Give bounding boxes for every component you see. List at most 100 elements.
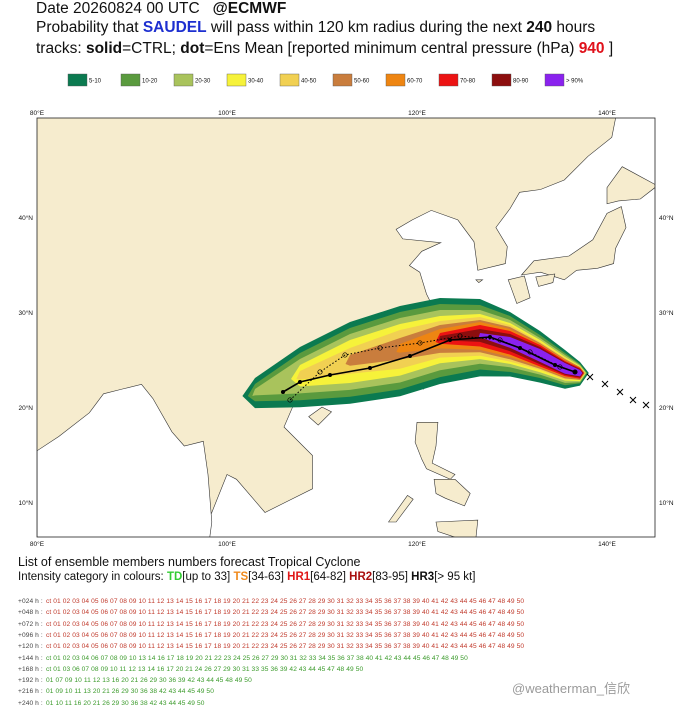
hours: 240	[526, 19, 553, 36]
member-row: +072 h : ct 01 02 03 04 05 06 07 08 09 10…	[18, 621, 524, 628]
text: [64-82]	[310, 571, 350, 583]
ensemble-point	[417, 340, 423, 346]
control-point	[448, 338, 452, 342]
source: @ECMWF	[212, 0, 287, 17]
category: HR2	[349, 571, 373, 583]
members: ct 01 03 06 07 08 09 10 11 12 13 14 16 1…	[46, 665, 364, 673]
lead-time: +024 h :	[18, 598, 43, 605]
pressure: 940	[578, 40, 605, 57]
member-row: +192 h :01 07 09 10 11 12 13 16 20 21 26…	[18, 677, 252, 684]
island	[606, 166, 655, 205]
track-cross	[601, 380, 609, 388]
member-row: +024 h : ct 01 02 03 04 05 06 07 08 09 10…	[18, 598, 524, 605]
members: 01 10 11 16 20 21 26 29 30 36 38 42 43 4…	[46, 699, 205, 707]
control-point	[408, 354, 412, 358]
category: HR3	[411, 571, 435, 583]
map-layers	[37, 118, 655, 537]
lead-time: +144 h :	[18, 654, 43, 662]
legend-swatch	[491, 73, 512, 87]
probability-band	[345, 320, 585, 380]
intensity-legend: Intensity category in colours: TD[up to …	[18, 571, 475, 583]
legend-swatch	[120, 73, 141, 87]
legend-label: 60-70	[407, 79, 423, 85]
island	[520, 206, 627, 281]
text: [> 95 kt]	[434, 571, 476, 583]
member-row: +240 h :01 10 11 16 20 21 26 29 30 36 38…	[18, 700, 205, 707]
legend-swatch	[279, 73, 300, 87]
member-row: +120 h : ct 01 02 03 04 05 06 07 08 09 10…	[18, 643, 524, 650]
control-point	[328, 373, 332, 377]
members: 01 07 09 10 11 12 13 16 20 21 26 29 30 3…	[46, 677, 252, 685]
legend-swatch	[332, 73, 353, 87]
legend-label: 20-30	[195, 79, 211, 85]
lat-label: 20°N	[659, 404, 674, 412]
text: Intensity category in colours:	[18, 571, 167, 583]
control-point	[281, 390, 285, 394]
map-figure: 5-10 10-20 20-30 30-40 40-50 50-60 60-70 70-80 8…	[18, 73, 674, 548]
legend-swatch	[544, 73, 565, 87]
members: ct 01 02 03 04 05 06 07 08 09 10 11 12 1…	[46, 631, 525, 639]
legend-label: > 90%	[566, 79, 584, 85]
lat-label: 10°N	[18, 499, 33, 507]
lead-time: +072 h :	[18, 620, 43, 628]
lead-time: +168 h :	[18, 665, 43, 673]
track-cross	[642, 401, 650, 409]
control-point	[298, 380, 302, 384]
island	[507, 275, 531, 304]
ensemble-point	[287, 397, 293, 403]
map-frame	[36, 117, 656, 538]
text: solid	[85, 40, 123, 57]
ensemble-point	[342, 352, 348, 358]
ensemble-point	[527, 349, 533, 355]
lon-label: 120°E	[408, 109, 426, 117]
legend-swatch	[226, 73, 247, 87]
members: 01 09 10 11 13 20 21 26 29 30 36 38 42 4…	[46, 688, 214, 696]
date: Date 20260824 00 UTC	[36, 0, 200, 17]
lon-label: 140°E	[598, 540, 616, 548]
island	[308, 406, 333, 426]
legend: 5-10 10-20 20-30 30-40 40-50 50-60 60-70 70-80 8…	[67, 73, 584, 87]
category: TS	[233, 571, 249, 583]
lat-label: 20°N	[18, 404, 33, 412]
lon-label: 80°E	[30, 109, 45, 117]
legend-label: 10-20	[142, 79, 158, 85]
watermark: @weatherman_信欣	[512, 681, 630, 696]
legend-swatch	[385, 73, 406, 87]
lon-label: 80°E	[30, 540, 45, 548]
track-cross	[629, 396, 637, 404]
category: HR1	[287, 571, 311, 583]
header-probability-line: Probability that SAUDEL will pass within…	[36, 19, 595, 37]
control-point	[368, 366, 372, 370]
control-track	[282, 336, 576, 393]
legend-label: 40-50	[301, 79, 317, 85]
ensemble-point	[317, 369, 323, 375]
text: [up to 33]	[182, 571, 234, 583]
control-point	[573, 370, 577, 374]
member-row: +216 h :01 09 10 11 13 20 21 26 29 30 36…	[18, 688, 214, 695]
lat-label: 40°N	[18, 214, 33, 222]
lat-label: 30°N	[659, 309, 674, 317]
member-row: +168 h : ct 01 03 06 07 08 09 10 11 12 13…	[18, 666, 363, 673]
legend-label: 30-40	[248, 79, 264, 85]
track-cross	[616, 388, 624, 396]
list-title: List of ensemble members numbers forecas…	[18, 555, 361, 569]
lead-time: +192 h :	[18, 677, 43, 685]
legend-label: 5-10	[89, 79, 102, 85]
text: will pass within 120 km radius during th…	[206, 19, 527, 36]
lon-label: 100°E	[218, 540, 236, 548]
lat-label: 40°N	[659, 214, 674, 222]
sea	[37, 383, 213, 537]
members: ct 01 02 03 04 05 06 07 08 09 10 11 12 1…	[46, 598, 525, 605]
legend-label: 80-90	[513, 79, 529, 85]
legend-label: 50-60	[354, 79, 370, 85]
text: tracks:	[36, 40, 86, 57]
track-cross	[586, 373, 594, 381]
control-point	[553, 363, 557, 367]
lon-label: 100°E	[218, 109, 236, 117]
ensemble-point	[497, 337, 503, 343]
text: ]	[604, 40, 614, 57]
lead-time: +216 h :	[18, 688, 43, 696]
island	[475, 279, 484, 283]
lon-label: 120°E	[408, 540, 426, 548]
